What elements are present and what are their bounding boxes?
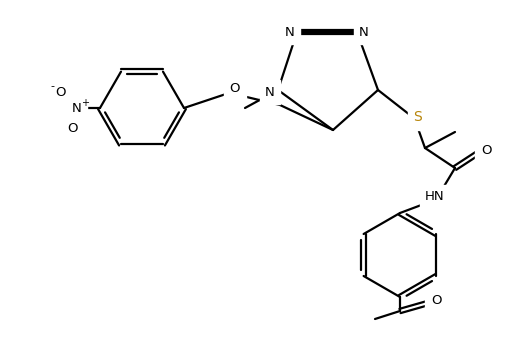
Text: +: + <box>81 98 89 108</box>
Text: O: O <box>481 144 491 157</box>
Text: O: O <box>67 122 77 135</box>
Text: S: S <box>413 110 422 124</box>
Text: N: N <box>72 102 82 115</box>
Text: N: N <box>285 26 295 39</box>
Text: O: O <box>55 87 65 100</box>
Text: O: O <box>230 82 240 95</box>
Text: N: N <box>265 86 275 98</box>
Text: -: - <box>50 81 54 91</box>
Text: HN: HN <box>425 190 445 203</box>
Text: O: O <box>431 293 441 306</box>
Text: N: N <box>359 26 369 39</box>
